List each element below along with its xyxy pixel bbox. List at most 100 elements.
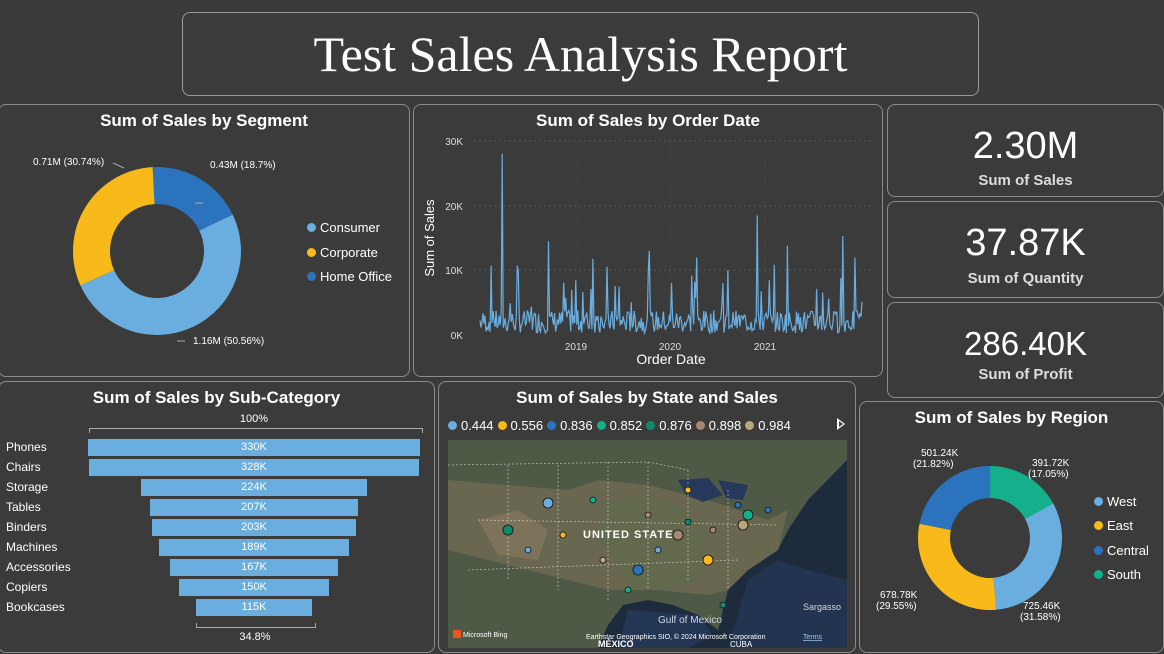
map-legend-item[interactable]: 0.836	[547, 418, 593, 433]
map-gulf-label: Gulf of Mexico	[658, 615, 722, 626]
order-date-chart-title: Sum of Sales by Order Date	[536, 111, 760, 130]
region-chart-panel[interactable]: Sum of Sales by Region 501.24K (21.82%) …	[859, 401, 1164, 653]
state-marker[interactable]	[709, 526, 717, 534]
map-terms-link[interactable]: Terms	[803, 634, 823, 641]
map-legend-dot	[695, 421, 705, 431]
map-legend-item[interactable]: 0.984	[745, 418, 791, 433]
funnel-bar[interactable]: 207K	[149, 499, 359, 516]
state-marker[interactable]	[684, 486, 692, 494]
order-date-line-chart[interactable]: 30K 20K 10K 0K 2019 2020 2021 Order Date…	[414, 105, 884, 378]
funnel-bottom-bracket	[196, 623, 316, 628]
slice-west[interactable]	[993, 503, 1062, 610]
state-marker[interactable]	[542, 497, 554, 509]
map-panel[interactable]: Sum of Sales by State and Sales 0.444 0.5…	[438, 381, 856, 653]
map-legend-item[interactable]: 0.876	[646, 418, 692, 433]
state-marker[interactable]	[559, 531, 567, 539]
state-marker[interactable]	[624, 586, 632, 594]
funnel-category-label: Bookcases	[6, 600, 65, 614]
report-title: Test Sales Analysis Report	[313, 26, 848, 82]
map-legend-label: 0.444	[461, 418, 494, 433]
kpi-card-profit: 286.40K Sum of Profit	[887, 302, 1164, 398]
funnel-bar[interactable]: 189K	[158, 539, 350, 556]
consumer-legend-dot	[307, 223, 316, 233]
funnel-bar[interactable]: 150K	[178, 579, 330, 596]
corporate-legend-dot	[307, 248, 316, 258]
funnel-bar[interactable]: 328K	[89, 459, 419, 476]
segment-legend-home-office[interactable]: Home Office	[307, 269, 392, 284]
segment-chart-panel[interactable]: Sum of Sales by Segment 0.71M (30.74%) 0…	[0, 104, 410, 377]
funnel-category-label: Tables	[6, 500, 41, 514]
bing-label: Microsoft Bing	[463, 632, 507, 639]
region-legend-west[interactable]: West	[1094, 494, 1136, 509]
map-legend-item[interactable]: 0.898	[695, 418, 742, 433]
region-label-west-value: 725.46K	[1023, 601, 1061, 612]
y-axis-title: Sum of Sales	[422, 199, 437, 277]
segment-legend-consumer[interactable]: Consumer	[307, 220, 380, 235]
funnel-bar[interactable]: 330K	[88, 439, 420, 456]
slice-home-office[interactable]	[152, 167, 233, 231]
home-office-legend-dot	[307, 272, 316, 282]
funnel-category-label: Phones	[6, 440, 47, 454]
home-office-legend-label: Home Office	[320, 269, 393, 284]
state-marker[interactable]	[502, 524, 514, 536]
satellite-map[interactable]: UNITED STATE Gulf of Mexico Sargasso MÉX…	[448, 440, 847, 648]
state-marker[interactable]	[644, 511, 652, 519]
state-marker[interactable]	[764, 506, 772, 514]
funnel-top-bracket	[89, 428, 423, 433]
corporate-legend-label: Corporate	[320, 245, 378, 260]
segment-legend-corporate[interactable]: Corporate	[307, 245, 378, 260]
order-date-chart-panel[interactable]: Sum of Sales by Order Date 30K 20K 10K 0…	[413, 104, 883, 377]
segment-donut-chart[interactable]	[0, 105, 411, 378]
map-legend-item[interactable]: 0.556	[497, 418, 543, 433]
slice-corporate[interactable]	[72, 167, 155, 286]
sales-series-line[interactable]	[479, 153, 863, 336]
slice-central[interactable]	[919, 466, 990, 531]
map-legend-dot	[448, 421, 457, 431]
region-legend-south[interactable]: South	[1094, 567, 1141, 582]
funnel-bar[interactable]: 224K	[141, 479, 367, 496]
funnel-category-label: Binders	[6, 520, 47, 534]
region-legend-east[interactable]: East	[1094, 518, 1133, 533]
funnel-bar[interactable]: 203K	[151, 519, 357, 536]
map-country-label: UNITED STATE	[583, 529, 673, 541]
funnel-bar[interactable]: 167K	[169, 559, 338, 576]
consumer-legend-label: Consumer	[320, 220, 380, 235]
slice-consumer[interactable]	[80, 214, 241, 335]
map-legend-dot	[646, 421, 656, 431]
kpi-quantity-label: Sum of Quantity	[967, 270, 1084, 287]
state-marker[interactable]	[684, 518, 692, 526]
slice-east[interactable]	[918, 523, 997, 610]
region-donut-chart[interactable]	[860, 402, 1164, 654]
state-marker[interactable]	[589, 496, 597, 504]
state-marker[interactable]	[734, 501, 742, 509]
subcategory-chart-title: Sum of Sales by Sub-Category	[92, 388, 341, 407]
state-marker[interactable]	[719, 601, 727, 609]
state-marker[interactable]	[599, 556, 607, 564]
region-legend-central[interactable]: Central	[1094, 543, 1149, 558]
west-legend-dot	[1094, 497, 1103, 507]
kpi-card-quantity: 37.87K Sum of Quantity	[887, 201, 1164, 298]
kpi-card-sales: 2.30M Sum of Sales	[887, 104, 1164, 197]
map-legend-label: 0.898	[708, 418, 742, 433]
east-legend-dot	[1094, 521, 1103, 531]
state-marker[interactable]	[524, 546, 532, 554]
map-legend-item[interactable]: 0.444	[448, 418, 494, 433]
subcategory-chart-panel[interactable]: Sum of Sales by Sub-Category 100% Phones…	[0, 381, 435, 653]
state-marker[interactable]	[737, 519, 749, 531]
slice-south[interactable]	[990, 466, 1054, 519]
state-marker[interactable]	[672, 529, 684, 541]
state-marker[interactable]	[654, 546, 662, 554]
map-title: Sum of Sales by State and Sales	[516, 388, 778, 407]
map-legend-item[interactable]: 0.852	[596, 418, 642, 433]
state-marker[interactable]	[632, 564, 644, 576]
region-label-west-pct: (31.58%)	[1020, 612, 1061, 623]
region-label-east-pct: (29.55%)	[876, 601, 917, 612]
state-marker[interactable]	[742, 509, 754, 521]
funnel-top-percent: 100%	[239, 413, 269, 425]
map-legend-dot	[497, 421, 507, 431]
map-state-markers[interactable]	[502, 486, 772, 609]
segment-label-home-office: 0.43M (18.7%)	[210, 160, 276, 171]
funnel-bar[interactable]: 115K	[196, 599, 312, 616]
state-marker[interactable]	[702, 554, 714, 566]
map-legend-label: 0.836	[560, 418, 593, 433]
